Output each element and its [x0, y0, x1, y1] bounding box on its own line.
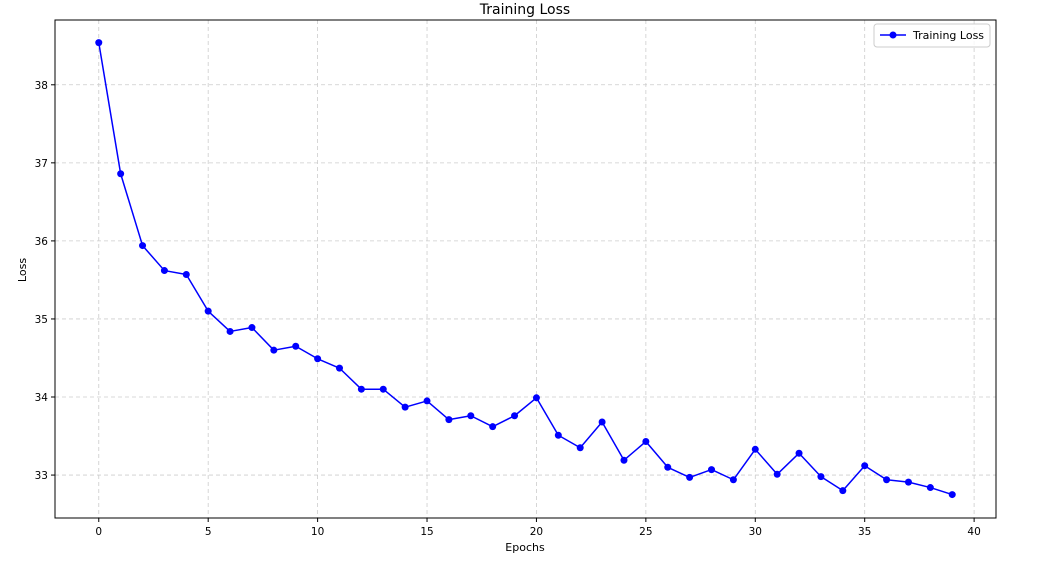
data-point — [379, 385, 387, 393]
data-point — [620, 456, 628, 464]
series-layer — [95, 39, 956, 499]
data-point — [117, 170, 125, 178]
data-point — [729, 476, 737, 484]
data-point — [160, 267, 168, 275]
plot-frame — [54, 19, 997, 519]
data-point — [948, 491, 956, 499]
data-point — [686, 473, 694, 481]
legend-marker-swatch — [889, 31, 897, 39]
y-axis: 33 34 35 36 37 38 — [35, 80, 55, 482]
y-tick-label: 38 — [35, 80, 48, 92]
x-tick-label: 0 — [95, 526, 102, 538]
data-point — [751, 445, 759, 453]
data-point — [357, 385, 365, 393]
data-point — [511, 412, 519, 420]
data-point — [576, 444, 584, 452]
data-point — [292, 342, 300, 350]
data-point — [926, 484, 934, 492]
y-tick-label: 37 — [35, 158, 48, 170]
legend: Training Loss — [873, 23, 991, 48]
data-point — [708, 466, 716, 474]
data-point — [248, 324, 256, 332]
data-point — [204, 307, 212, 315]
data-point — [664, 463, 672, 471]
x-tick-label: 30 — [749, 526, 762, 538]
x-tick-label: 5 — [205, 526, 212, 538]
data-point — [423, 397, 431, 405]
x-axis: 0 5 10 15 20 25 30 35 40 — [95, 518, 981, 538]
y-axis-label: Loss — [16, 258, 29, 282]
data-point — [795, 449, 803, 457]
data-point — [270, 346, 278, 354]
legend-label: Training Loss — [912, 29, 984, 42]
data-point — [139, 242, 147, 250]
data-point — [861, 462, 869, 470]
y-tick-label: 36 — [35, 236, 49, 248]
data-point — [817, 473, 825, 481]
data-point — [773, 470, 781, 478]
x-tick-label: 25 — [639, 526, 652, 538]
grid — [55, 20, 996, 518]
x-tick-label: 15 — [420, 526, 433, 538]
y-tick-label: 35 — [35, 314, 48, 326]
data-point — [182, 270, 190, 278]
data-point — [642, 438, 650, 446]
data-point — [95, 39, 103, 47]
data-point — [489, 423, 497, 431]
data-point — [554, 431, 562, 439]
chart-title: Training Loss — [479, 2, 570, 18]
x-axis-label: Epochs — [505, 541, 545, 554]
data-point — [904, 478, 912, 486]
data-point — [839, 487, 847, 495]
data-point — [226, 327, 234, 335]
data-point — [532, 394, 540, 402]
data-point — [883, 476, 891, 484]
legend-frame — [873, 23, 991, 48]
data-point — [335, 364, 343, 372]
data-point — [401, 403, 409, 411]
x-tick-label: 40 — [967, 526, 980, 538]
x-tick-label: 10 — [311, 526, 324, 538]
data-point — [314, 355, 322, 363]
x-tick-label: 35 — [858, 526, 871, 538]
data-point — [598, 418, 606, 426]
y-tick-label: 33 — [35, 470, 48, 482]
data-point — [467, 412, 475, 420]
series-line — [98, 42, 953, 496]
data-point — [445, 416, 453, 424]
x-tick-label: 20 — [530, 526, 543, 538]
y-tick-label: 34 — [35, 392, 49, 404]
